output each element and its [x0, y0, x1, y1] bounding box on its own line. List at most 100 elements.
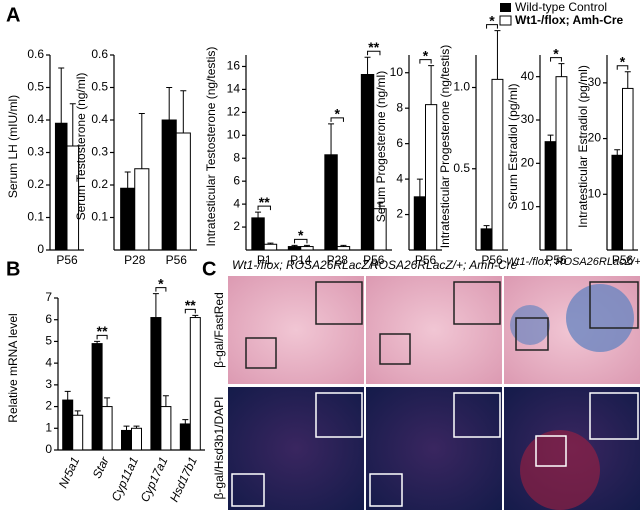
bar	[622, 87, 634, 251]
y-tick-label: 0.5	[453, 161, 470, 175]
error-bar	[124, 171, 131, 189]
x-tick-label: Nr5a1	[56, 455, 83, 491]
legend-label: Wild-type Control	[515, 0, 607, 14]
bar	[161, 119, 177, 251]
micrograph	[228, 276, 364, 384]
x-tick-label: P56	[56, 253, 78, 267]
x-tick-label: P1	[257, 253, 272, 267]
x-tick-label: P56	[415, 253, 437, 267]
inset	[589, 392, 639, 440]
significance-bracket	[550, 57, 562, 62]
bar	[336, 246, 351, 251]
y-tick-label: 0.4	[27, 112, 44, 126]
y-tick-label: 0.4	[91, 112, 108, 126]
error-bar	[182, 419, 189, 424]
legend-swatch	[500, 3, 511, 12]
error-bar	[291, 244, 298, 247]
y-tick-label: 20	[588, 131, 602, 145]
stain	[566, 284, 634, 352]
y-tick-label: 0	[45, 442, 52, 456]
micrograph	[366, 387, 502, 510]
inset-box	[515, 317, 549, 351]
significance: *	[423, 47, 429, 63]
image-title: ROSA26RLacZ/+; Amh-Cre	[370, 258, 518, 272]
error-bar	[152, 293, 159, 318]
inset-box	[245, 337, 277, 369]
y-tick-label: 6	[45, 312, 52, 326]
significance-bracket	[419, 59, 432, 64]
inset	[315, 392, 363, 438]
bar	[121, 429, 132, 451]
x-tick-label: Hsd17b1	[167, 455, 200, 504]
y-axis-label: Serum Estradiol (pg/ml)	[506, 83, 520, 209]
bar	[544, 141, 557, 251]
y-tick-label: 4	[45, 355, 52, 369]
micrograph	[366, 276, 502, 384]
significance-bracket	[367, 50, 381, 56]
significance-bracket	[486, 24, 498, 29]
bar	[360, 74, 375, 251]
y-tick-label: 3	[45, 377, 52, 391]
bar	[189, 317, 201, 451]
x-tick-label: P28	[124, 253, 146, 267]
error-bar	[74, 410, 81, 416]
error-bar	[428, 65, 435, 105]
y-axis-label: Intratesticular Progesterone (ng/testis)	[438, 45, 452, 248]
y-tick-label: 1	[45, 420, 52, 434]
error-bar	[328, 123, 335, 155]
bar	[160, 406, 172, 451]
error-bar	[624, 71, 631, 89]
error-bar	[69, 103, 76, 146]
legend-label: Wt1-/flox; Amh-Cre	[515, 13, 624, 27]
y-tick-label: 2	[45, 399, 52, 413]
y-tick-label: 14	[227, 82, 241, 96]
image-title: Wt1-/flox; ROSA26RLacZ/+; Amh-Cre	[506, 256, 640, 268]
significance: **	[368, 39, 379, 55]
error-bar	[138, 113, 145, 169]
y-tick-label: 6	[233, 173, 240, 187]
image-title: Wt1-/flox; ROSA26RLacZ/+	[232, 258, 379, 272]
bar	[324, 154, 338, 251]
inset-box	[379, 333, 411, 365]
y-axis-label: Serum Testosterone (ng/ml)	[74, 73, 88, 221]
significance: *	[553, 45, 559, 61]
significance-bracket	[257, 205, 271, 211]
significance: **	[97, 323, 108, 339]
bar	[287, 246, 302, 251]
error-bar	[547, 134, 554, 142]
x-tick-label: Cyp11a1	[108, 455, 141, 504]
bar	[175, 132, 191, 251]
y-tick-label: 8	[396, 100, 403, 114]
bar	[300, 246, 314, 251]
bar	[491, 78, 504, 251]
error-bar	[94, 340, 101, 344]
bar	[150, 317, 162, 451]
error-bar	[483, 225, 490, 229]
error-bar	[255, 211, 262, 218]
error-bar	[614, 149, 621, 156]
y-tick-label: 10	[227, 127, 241, 141]
bar	[251, 217, 265, 251]
x-tick-label: P56	[363, 253, 385, 267]
inset	[453, 392, 501, 438]
y-tick-label: 16	[227, 59, 241, 73]
x-tick-label: P56	[166, 253, 188, 267]
x-tick-label: P28	[327, 253, 349, 267]
y-tick-label: 0.1	[27, 210, 44, 224]
y-tick-label: 6	[396, 136, 403, 150]
x-tick-label: P56	[545, 253, 567, 267]
inset-box	[535, 435, 567, 467]
error-bar	[58, 67, 65, 124]
y-tick-label: 10	[521, 199, 535, 213]
inset	[315, 281, 363, 325]
inset-box	[369, 473, 403, 507]
stain	[510, 305, 550, 345]
bar	[413, 196, 426, 251]
error-bar	[376, 202, 383, 209]
y-tick-label: 0.1	[91, 210, 108, 224]
error-bar	[64, 390, 71, 401]
y-tick-label: 4	[396, 171, 403, 185]
bar	[62, 399, 74, 451]
y-tick-label: 7	[45, 290, 52, 304]
error-bar	[166, 87, 173, 120]
